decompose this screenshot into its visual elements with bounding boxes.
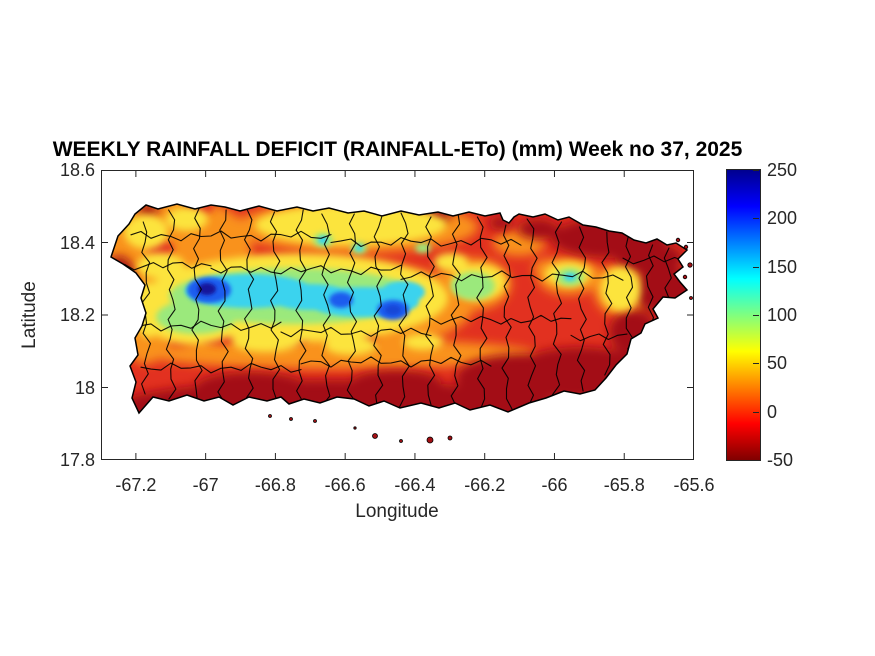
chart-title: WEEKLY RAINFALL DEFICIT (RAINFALL-ETo) (…: [52, 138, 743, 161]
axis-tick-marks: [102, 170, 694, 460]
municipality-boundary-line: [217, 209, 229, 403]
municipality-boundary-line: [140, 362, 302, 374]
colorbar-tick-label: 250: [767, 160, 798, 180]
colorbar-tick-mark: [753, 363, 759, 365]
y-tick-label: 18.2: [59, 305, 95, 325]
municipality-boundary-line: [191, 207, 203, 402]
municipality-boundary-line: [114, 261, 212, 271]
x-tick-label: -66: [541, 475, 568, 495]
y-tick-label: 17.8: [59, 450, 95, 470]
offshore-islets: [268, 237, 693, 444]
x-tick-label: -66.4: [394, 475, 436, 495]
municipality-boundary-line: [576, 226, 587, 392]
x-tick-label: -66.6: [324, 475, 366, 495]
municipality-boundary-line: [450, 213, 462, 407]
colorbar-tick-mark: [753, 460, 759, 461]
colorbar-tick-mark: [753, 315, 759, 316]
municipality-boundary-line: [663, 247, 672, 299]
colorbar-tick-mark: [753, 266, 759, 268]
colorbar-tick-mark: [753, 218, 759, 220]
municipality-boundary-line: [330, 237, 522, 248]
municipality-boundary-line: [130, 320, 282, 332]
municipality-boundary-line: [130, 230, 332, 242]
municipality-boundary-line: [295, 209, 307, 402]
municipality-boundary-line: [476, 216, 488, 410]
municipality-boundary-line: [622, 255, 686, 265]
x-tick-label: -66.8: [254, 475, 296, 495]
colorbar-tick-label: 100: [767, 305, 798, 325]
x-tick-label: -65.6: [673, 475, 715, 495]
municipality-boundary-line: [398, 212, 410, 408]
municipality-boundary-line: [269, 211, 281, 400]
municipality-boundary-line: [570, 333, 628, 342]
municipality-boundary-line: [346, 213, 358, 401]
rainfall-deficit-map: [101, 170, 694, 460]
x-tick-label: -67.2: [115, 475, 157, 495]
colorbar-tick-label: 150: [767, 256, 798, 277]
colorbar-tick-mark: [753, 170, 759, 171]
municipality-boundary-line: [243, 209, 255, 399]
municipality-boundaries: [114, 207, 686, 410]
y-tick-label: 18.6: [59, 160, 95, 180]
x-tick-label: -67: [192, 475, 219, 495]
municipality-boundary-line: [526, 218, 538, 406]
municipality-boundary-line: [280, 326, 432, 338]
colorbar-tick-mark: [753, 411, 759, 413]
municipality-boundary-line: [300, 356, 492, 368]
x-axis-label: Longitude: [355, 501, 439, 522]
municipality-boundary-line: [165, 209, 177, 400]
contour-core-layer: [198, 283, 401, 315]
municipality-boundary-line: [645, 244, 655, 329]
x-tick-label: -66.2: [464, 475, 506, 495]
x-tick-label: -65.8: [603, 475, 645, 495]
colorbar-tick-label: 0: [767, 401, 778, 422]
y-tick-label: 18.4: [59, 232, 95, 253]
municipality-boundary-line: [321, 213, 331, 407]
axes-box: [101, 170, 694, 460]
y-tick-label: 18: [74, 377, 95, 398]
colorbar-tick-label: 50: [767, 353, 788, 374]
municipality-boundary-line: [425, 216, 436, 406]
municipality-boundary-line: [501, 224, 513, 410]
municipality-boundary-line: [373, 216, 384, 406]
municipality-boundary-line: [400, 270, 624, 282]
municipality-boundary-line: [551, 221, 563, 396]
colorbar-tick-label: 200: [767, 208, 798, 229]
municipality-boundary-line: [210, 264, 402, 276]
municipality-boundary-line: [430, 314, 572, 325]
municipality-boundary-line: [601, 231, 613, 376]
colorbar-tick-label: -50: [767, 450, 794, 470]
